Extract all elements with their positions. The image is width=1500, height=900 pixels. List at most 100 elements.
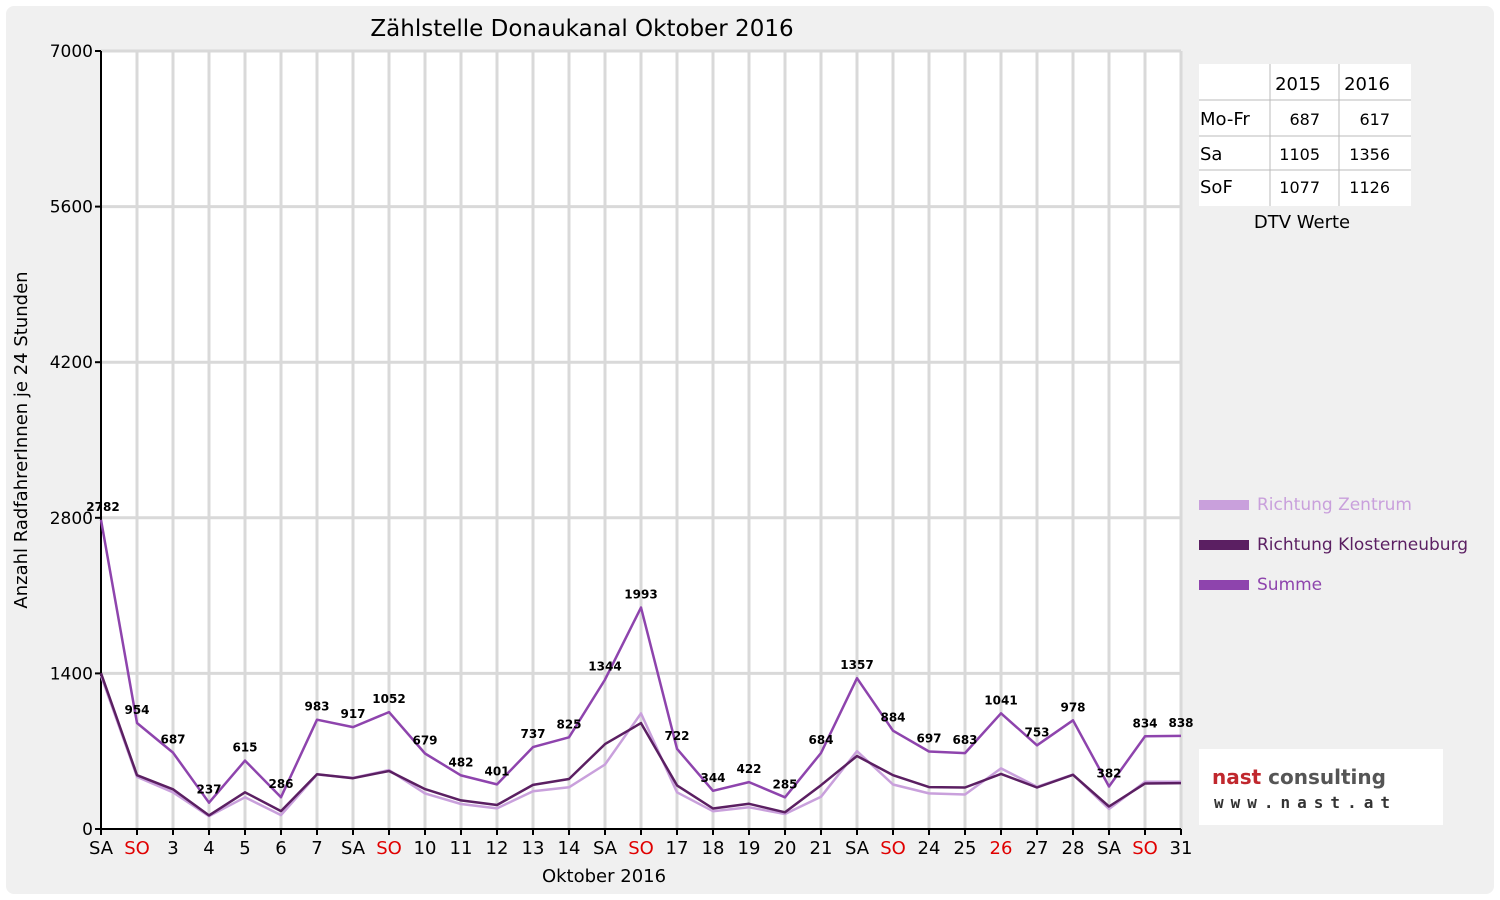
branding-url: www.nast.at [1214, 793, 1397, 812]
x-axis-title: Oktober 2016 [542, 866, 666, 887]
data-label: 687 [160, 733, 185, 747]
y-axis-title: Anzahl RadfahrerInnen je 24 Stunden [11, 271, 32, 608]
data-label: 917 [340, 707, 365, 721]
x-tick-label: 21 [810, 838, 833, 859]
branding-name: nast consulting [1212, 765, 1386, 789]
data-label: 679 [412, 734, 437, 748]
y-tick-label: 4200 [50, 353, 93, 373]
y-tick-label: 7000 [50, 42, 93, 62]
grid-lines [101, 49, 1183, 829]
y-tick-labels: 0 1400 2800 4200 5600 7000 [50, 42, 101, 840]
data-label: 482 [448, 755, 473, 769]
x-tick-label: 14 [558, 838, 581, 859]
data-label: 286 [268, 777, 293, 791]
legend: Richtung Zentrum Richtung Klosterneuburg… [1199, 495, 1468, 595]
legend-swatch-summe [1199, 580, 1249, 590]
dtv-header-2015: 2015 [1275, 74, 1321, 95]
branding-logo: nast consulting www.nast.at [1199, 749, 1443, 825]
dtv-row-label: SoF [1200, 177, 1233, 198]
x-tick-label: SO [1132, 838, 1158, 859]
x-tick-label: 20 [774, 838, 797, 859]
data-label: 1041 [984, 693, 1017, 707]
data-label: 1052 [372, 692, 405, 706]
x-tick-label: SA [341, 838, 366, 859]
x-tick-label: 24 [918, 838, 941, 859]
x-tick-label: 5 [239, 838, 250, 859]
data-label: 737 [520, 727, 545, 741]
x-tick-label: SA [1097, 838, 1122, 859]
x-tick-label: 31 [1170, 838, 1193, 859]
dtv-value: 617 [1359, 110, 1390, 129]
x-tick-label: 25 [954, 838, 977, 859]
dtv-value: 1077 [1279, 178, 1320, 197]
y-tick-label: 0 [82, 820, 93, 840]
x-tick-label: 27 [1026, 838, 1049, 859]
x-tick-label: 10 [414, 838, 437, 859]
series-line-summe [99, 519, 1182, 804]
legend-label-zentrum: Richtung Zentrum [1257, 495, 1412, 515]
data-label: 237 [196, 783, 221, 797]
branding-name-part2: consulting [1261, 765, 1386, 789]
x-tick-label: SO [628, 838, 654, 859]
legend-label-klosterneuburg: Richtung Klosterneuburg [1257, 535, 1468, 555]
data-label: 834 [1132, 716, 1157, 730]
data-label: 1993 [624, 587, 657, 601]
x-tick-label: 6 [275, 838, 286, 859]
data-label: 615 [232, 741, 257, 755]
dtv-value: 1356 [1349, 145, 1390, 164]
dtv-table-background [1199, 64, 1411, 206]
dtv-value: 1126 [1349, 178, 1390, 197]
data-label: 1357 [840, 658, 873, 672]
y-tick-label: 1400 [50, 664, 93, 684]
dtv-row-label: Mo-Fr [1200, 109, 1250, 130]
x-tick-label: 26 [990, 838, 1013, 859]
x-tick-label: 3 [167, 838, 178, 859]
data-label: 1344 [588, 660, 621, 674]
data-label: 753 [1024, 725, 1049, 739]
data-label: 422 [736, 762, 761, 776]
x-tick-label: 28 [1062, 838, 1085, 859]
legend-label-summe: Summe [1257, 575, 1322, 595]
dtv-caption: DTV Werte [1254, 212, 1350, 233]
data-label: 722 [664, 729, 689, 743]
data-label: 2782 [86, 500, 119, 514]
series-lines [99, 519, 1182, 818]
x-tick-label: 17 [666, 838, 689, 859]
dtv-value: 1105 [1279, 145, 1320, 164]
x-tick-labels: SA SO 3 4 5 6 7 SA SO 10 11 12 13 14 SA SO 17 18 19 20 21 SA S… [89, 829, 1192, 859]
dtv-row-label: Sa [1200, 144, 1222, 165]
y-tick-label: 2800 [50, 509, 93, 529]
data-label: 285 [772, 777, 797, 791]
x-tick-label: SA [845, 838, 870, 859]
data-label: 382 [1096, 767, 1121, 781]
data-label: 954 [124, 703, 149, 717]
x-tick-label: SA [593, 838, 618, 859]
branding-background [1199, 749, 1443, 825]
data-label: 697 [916, 732, 941, 746]
legend-swatch-klosterneuburg [1199, 540, 1249, 550]
dtv-value: 687 [1289, 110, 1320, 129]
x-tick-label: SA [89, 838, 114, 859]
data-label: 684 [808, 733, 833, 747]
x-tick-label: 18 [702, 838, 725, 859]
x-tick-label: 4 [203, 838, 214, 859]
x-tick-label: 19 [738, 838, 761, 859]
data-label: 401 [484, 764, 509, 778]
y-tick-label: 5600 [50, 198, 93, 218]
series-line-klosterneuburg [99, 672, 1182, 817]
data-labels: 2782 954 687 237 615 286 983 917 1052 679 482 401 73… [86, 500, 1193, 797]
x-tick-label: 7 [311, 838, 322, 859]
x-tick-label: 11 [450, 838, 473, 859]
legend-swatch-zentrum [1199, 500, 1249, 510]
dtv-header-2016: 2016 [1344, 74, 1390, 95]
x-tick-label: 13 [522, 838, 545, 859]
data-label: 983 [304, 700, 329, 714]
data-label: 683 [952, 733, 977, 747]
x-tick-label: SO [124, 838, 150, 859]
dtv-table: 2015 2016 Mo-Fr 687 617 Sa 1105 1356 SoF… [1199, 64, 1411, 233]
series-line-zentrum [99, 675, 1181, 818]
branding-name-part1: nast [1212, 765, 1262, 789]
chart-title: Zählstelle Donaukanal Oktober 2016 [370, 16, 793, 42]
x-tick-label: SO [376, 838, 402, 859]
